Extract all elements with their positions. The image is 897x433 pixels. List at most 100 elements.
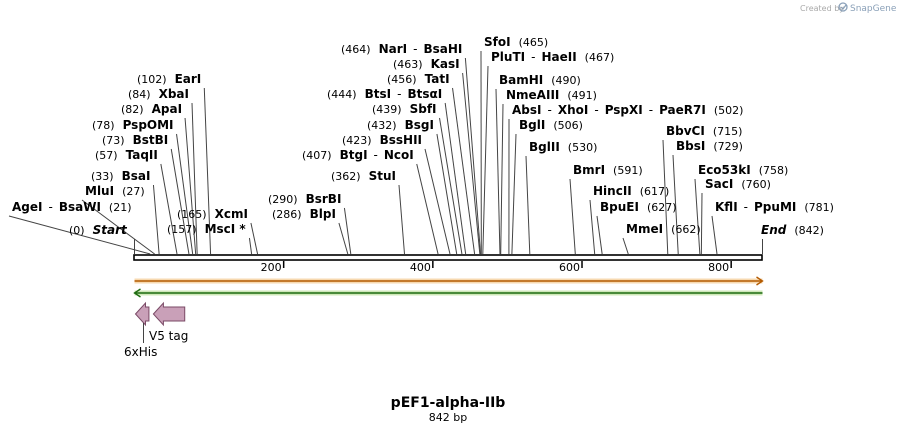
cut-site-label: (362) StuI bbox=[331, 169, 396, 183]
cut-site-name: KasI bbox=[431, 57, 460, 71]
feature-v5-tag[interactable]: V5 tag bbox=[149, 301, 188, 343]
cut-site-absi[interactable]: AbsI - XhoI - PspXI - PaeR7I (502) bbox=[512, 103, 743, 117]
cut-site-label: (439) SbfI bbox=[372, 102, 437, 116]
cut-site-bmri[interactable]: BmrI (591) bbox=[573, 163, 643, 177]
cut-site-kasi[interactable]: (463) KasI bbox=[393, 57, 460, 71]
cut-site-name: SfoI bbox=[484, 35, 511, 49]
cut-site-leader bbox=[439, 117, 463, 255]
cut-site-name: AbsI bbox=[512, 103, 541, 117]
cut-site-stui[interactable]: (362) StuI bbox=[331, 169, 396, 183]
name-separator: - bbox=[48, 200, 52, 214]
cut-site-leader bbox=[191, 102, 198, 255]
cut-site-name: HincII bbox=[593, 184, 632, 198]
name-separator: - bbox=[649, 103, 653, 117]
cut-site-name: BlpI bbox=[310, 207, 336, 221]
cut-site-kfli[interactable]: KflI - PpuMI (781) bbox=[715, 200, 834, 214]
cut-site-leaders bbox=[8, 50, 763, 255]
cut-site-bsshii[interactable]: (423) BssHII bbox=[342, 133, 422, 147]
cut-site-position: (432) bbox=[367, 119, 397, 132]
cut-site-name: TatI bbox=[425, 72, 450, 86]
orf-reverse[interactable] bbox=[133, 288, 763, 298]
cut-site-position: (781) bbox=[804, 201, 834, 214]
cut-site-bsai[interactable]: (33) BsaI bbox=[91, 169, 150, 183]
cut-site-btsi[interactable]: (444) BtsI - BtsαI bbox=[327, 87, 442, 101]
ruler-tick-label: 800 bbox=[708, 261, 729, 274]
name-separator: - bbox=[531, 50, 535, 64]
orf-forward[interactable] bbox=[134, 276, 764, 286]
cut-site-saci[interactable]: SacI (760) bbox=[705, 177, 771, 191]
cut-site-leader bbox=[250, 222, 259, 255]
cut-site-name: BtsI bbox=[365, 87, 392, 101]
cut-site-label: (423) BssHII bbox=[342, 133, 422, 147]
cut-site-eco53ki[interactable]: Eco53kI (758) bbox=[698, 163, 788, 177]
cut-site-taqii[interactable]: (57) TaqII bbox=[95, 148, 158, 162]
cut-site-bsrbi[interactable]: (290) BsrBI bbox=[268, 192, 341, 206]
cut-site-leader bbox=[452, 87, 476, 255]
cut-site-position: (27) bbox=[122, 185, 145, 198]
cut-site-bglii[interactable]: BglII (530) bbox=[529, 140, 597, 154]
cut-site-leader bbox=[184, 117, 197, 255]
orf-tracks bbox=[133, 276, 764, 298]
cut-site-bsgi[interactable]: (432) BsgI bbox=[367, 118, 434, 132]
cut-site-msci[interactable]: (157) MscI * bbox=[167, 222, 246, 236]
cut-site-leader bbox=[569, 178, 576, 255]
cut-site-xcmi[interactable]: (165) XcmI bbox=[177, 207, 248, 221]
cut-site-eari[interactable]: (102) EarI bbox=[137, 72, 201, 86]
cut-site-label: MluI (27) bbox=[85, 184, 145, 198]
cut-site-label: BglII (530) bbox=[529, 140, 597, 154]
cut-site-leader bbox=[160, 163, 178, 255]
cut-site-bbvci[interactable]: BbvCI (715) bbox=[666, 124, 742, 138]
cut-site-leader bbox=[343, 207, 352, 255]
cut-site-blpi[interactable]: (286) BlpI bbox=[272, 207, 336, 221]
cut-site-position: (157) bbox=[167, 223, 197, 236]
cut-site-name: NcoI bbox=[384, 148, 414, 162]
cut-site-label: (78) PspOMI bbox=[92, 118, 174, 132]
cut-site-sbfi[interactable]: (439) SbfI bbox=[372, 102, 437, 116]
cut-site-label: AgeI - BsaWI (21) bbox=[12, 200, 132, 214]
cut-site-leader bbox=[525, 155, 531, 255]
cut-site-leader bbox=[176, 133, 194, 255]
cut-site-name: AgeI bbox=[12, 200, 42, 214]
cut-site-sfoi[interactable]: SfoI (465) bbox=[484, 35, 548, 49]
cut-site-position: (78) bbox=[92, 119, 115, 132]
cut-site-name: EarI bbox=[175, 72, 202, 86]
cut-site-agei[interactable]: AgeI - BsaWI (21) bbox=[12, 200, 132, 214]
cut-site-labels: (0) Start AgeI - BsaWI (21) MluI (27)(33) BsaI (5… bbox=[12, 35, 834, 237]
cut-site-position: (73) bbox=[102, 134, 125, 147]
cut-site-apai[interactable]: (82) ApaI bbox=[121, 102, 182, 116]
cut-site-position: (463) bbox=[393, 58, 423, 71]
cut-site-label: (165) XcmI bbox=[177, 207, 248, 221]
cut-site-name: BsrBI bbox=[306, 192, 342, 206]
cut-site-pspomi[interactable]: (78) PspOMI bbox=[92, 118, 174, 132]
cut-site-leader bbox=[8, 215, 151, 255]
cut-site-bbsi[interactable]: BbsI (729) bbox=[676, 139, 743, 153]
cut-site-start[interactable]: (0) Start bbox=[69, 223, 128, 237]
cut-site-name: BsgI bbox=[405, 118, 434, 132]
cut-site-label: BglI (506) bbox=[519, 118, 583, 132]
cut-site-label: (290) BsrBI bbox=[268, 192, 341, 206]
cut-site-label: End (842) bbox=[761, 223, 824, 237]
cut-site-bpuei[interactable]: BpuEI (627) bbox=[600, 200, 677, 214]
feature-6xhis[interactable]: 6xHis bbox=[124, 301, 157, 359]
cut-site-tati[interactable]: (456) TatI bbox=[387, 72, 450, 86]
cut-site-btgi[interactable]: (407) BtgI - NcoI bbox=[302, 148, 414, 162]
cut-site-nmeaiii[interactable]: NmeAIII (491) bbox=[506, 88, 597, 102]
cut-site-label: HincII (617) bbox=[593, 184, 669, 198]
cut-site-mlui[interactable]: MluI (27) bbox=[85, 184, 145, 198]
cut-site-bstbi[interactable]: (73) BstBI bbox=[102, 133, 168, 147]
cut-site-name: Start bbox=[93, 223, 128, 237]
cut-site-position: (439) bbox=[372, 103, 402, 116]
cut-site-name: BamHI bbox=[499, 73, 543, 87]
cut-site-position: (617) bbox=[640, 185, 670, 198]
snapgene-logo-icon bbox=[838, 2, 848, 12]
cut-site-hincii[interactable]: HincII (617) bbox=[593, 184, 669, 198]
cut-site-bgli[interactable]: BglI (506) bbox=[519, 118, 583, 132]
cut-site-xbai[interactable]: (84) XbaI bbox=[128, 87, 189, 101]
cut-site-nari[interactable]: (464) NarI - BsaHI bbox=[341, 42, 462, 56]
cut-site-name: BssHII bbox=[380, 133, 422, 147]
cut-site-bamhi[interactable]: BamHI (490) bbox=[499, 73, 581, 87]
cut-site-end[interactable]: End (842) bbox=[761, 223, 824, 237]
cut-site-mmei[interactable]: MmeI (662) bbox=[626, 222, 701, 236]
cut-site-leader bbox=[424, 148, 451, 255]
cut-site-pluti[interactable]: PluTI - HaeII (467) bbox=[491, 50, 614, 64]
